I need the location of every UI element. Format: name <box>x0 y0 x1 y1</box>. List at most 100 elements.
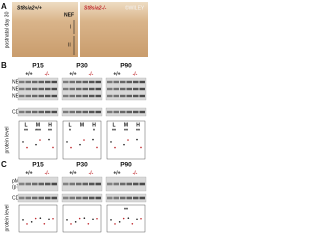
blot <box>61 176 103 192</box>
plot-frame <box>18 204 58 233</box>
wt-point <box>136 218 138 221</box>
ko-point <box>127 139 129 141</box>
ko-point <box>26 146 28 149</box>
genotype-label: -/- <box>133 71 138 77</box>
age-label: P15 <box>32 63 44 70</box>
blot <box>105 193 147 203</box>
band <box>113 87 119 91</box>
band <box>107 182 113 186</box>
band <box>113 182 119 186</box>
band <box>63 80 69 84</box>
band <box>133 182 139 186</box>
band <box>51 94 57 98</box>
significance: * <box>93 128 95 134</box>
band <box>69 196 75 200</box>
genotype-label: St8sia2+/+ <box>17 5 42 11</box>
figure: A St8sia2+/+ St8sia2-/- ©WILEY NEF I II … <box>1 2 148 233</box>
band <box>133 80 139 84</box>
significance: ** <box>124 207 128 213</box>
band <box>25 110 31 114</box>
band <box>51 80 57 84</box>
band <box>82 80 88 84</box>
layer-label: I <box>70 24 71 30</box>
band <box>38 87 44 91</box>
band <box>89 87 95 91</box>
band <box>19 110 25 114</box>
band <box>45 87 51 91</box>
band <box>76 196 82 200</box>
ko-point <box>39 139 41 141</box>
band <box>113 110 119 114</box>
band <box>126 196 132 200</box>
band <box>69 80 75 84</box>
band <box>25 94 31 98</box>
panel-a: A St8sia2+/+ St8sia2-/- ©WILEY NEF I II … <box>1 2 148 57</box>
ko-point <box>70 146 72 149</box>
band <box>25 80 31 84</box>
ko-point <box>114 223 116 225</box>
ko-point <box>52 146 54 149</box>
wt-point <box>92 218 94 221</box>
band <box>89 94 95 98</box>
plot-frame <box>18 120 58 160</box>
wt-point <box>22 141 24 143</box>
significance: ** <box>124 128 128 134</box>
band <box>113 94 119 98</box>
genotype-label: -/- <box>45 170 50 176</box>
ko-point <box>87 222 90 225</box>
band <box>32 94 38 98</box>
band <box>139 110 145 114</box>
band <box>126 182 132 186</box>
ko-point <box>122 217 125 220</box>
age-label: P90 <box>120 162 132 169</box>
band <box>38 182 44 186</box>
band <box>32 196 38 200</box>
wt-point <box>136 138 138 141</box>
band <box>69 94 75 98</box>
wt-point <box>66 219 68 221</box>
panel-label: C <box>1 160 7 169</box>
genotype-label: -/- <box>133 170 138 176</box>
band <box>63 110 69 114</box>
band <box>69 110 75 114</box>
group-label: M <box>124 122 128 128</box>
band <box>76 80 82 84</box>
band <box>139 80 145 84</box>
genotype-label: St8sia2-/- <box>84 5 107 11</box>
wt-point <box>22 219 24 221</box>
significance: ** <box>136 128 140 134</box>
ko-point <box>26 223 28 225</box>
wt-point <box>30 221 33 223</box>
panel-label: A <box>1 2 7 11</box>
band <box>63 87 69 91</box>
significance: * <box>69 128 71 134</box>
genotype-label: +/+ <box>25 71 32 77</box>
genotype-label: -/- <box>45 71 50 77</box>
blot <box>105 107 147 117</box>
ko-point <box>78 217 81 220</box>
band <box>82 196 88 200</box>
band <box>38 110 44 114</box>
panel-b: B protein level NEFHNEFMNEFLCDHP15+/+-/-… <box>1 61 147 160</box>
band <box>25 182 31 186</box>
band <box>126 94 132 98</box>
genotype-label: -/- <box>89 71 94 77</box>
genotype-label: +/+ <box>69 170 76 176</box>
band <box>63 182 69 186</box>
wt-point <box>35 143 37 146</box>
ko-point <box>96 146 98 149</box>
band <box>95 182 101 186</box>
band <box>19 80 25 84</box>
band <box>38 196 44 200</box>
group-label: H <box>48 122 52 128</box>
ko-point <box>34 217 37 220</box>
group-label: L <box>68 122 71 128</box>
band <box>107 87 113 91</box>
age-label: P15 <box>32 162 44 169</box>
ko-point <box>96 217 98 220</box>
group-label: H <box>136 122 140 128</box>
band <box>45 80 51 84</box>
band <box>89 196 95 200</box>
band <box>113 80 119 84</box>
micrograph-wt <box>12 2 78 57</box>
